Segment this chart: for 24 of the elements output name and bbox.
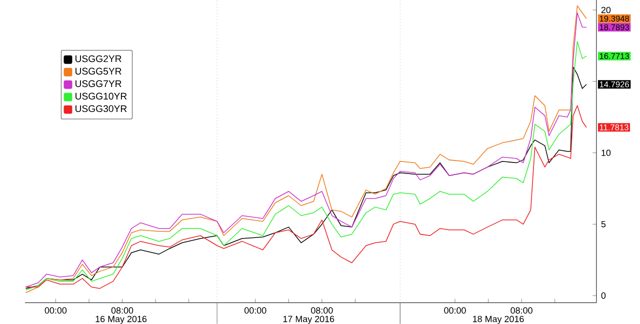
text: 16 May 2016 (96, 316, 147, 324)
data-label: 11.7813 (600, 124, 628, 130)
legend-label: USGG30YR (76, 105, 127, 112)
y-tick-label: 0 (601, 292, 606, 299)
x-tick-label: 08:00 (311, 307, 333, 314)
x-tick-label: 00:00 (444, 307, 466, 314)
x-tick-label: 00:00 (44, 307, 67, 314)
data-label: 16.7713 (600, 53, 629, 60)
legend-label: USGG5YR (76, 68, 122, 75)
y-tick-label: 10 (602, 150, 611, 156)
x-tick-label: 08:00 (111, 307, 134, 314)
legend-label: USGG10YR (76, 92, 127, 100)
data-label: 18.7893 (600, 24, 629, 30)
text: 17 May 2016 (283, 316, 334, 324)
data-label: 19.3948 (600, 16, 629, 22)
y-tick-label: 20 (601, 6, 611, 14)
legend-label: USGG7YR (76, 80, 122, 88)
data-label: 14.7926 (600, 81, 629, 88)
line-series (25, 105, 587, 289)
legend-label: USGG2YR (76, 55, 122, 62)
x-tick-label: 00:00 (244, 307, 266, 314)
x-tick-label: 08:00 (510, 307, 532, 314)
text: 18 May 2016 (473, 316, 524, 324)
y-tick-label: 5 (601, 221, 606, 228)
